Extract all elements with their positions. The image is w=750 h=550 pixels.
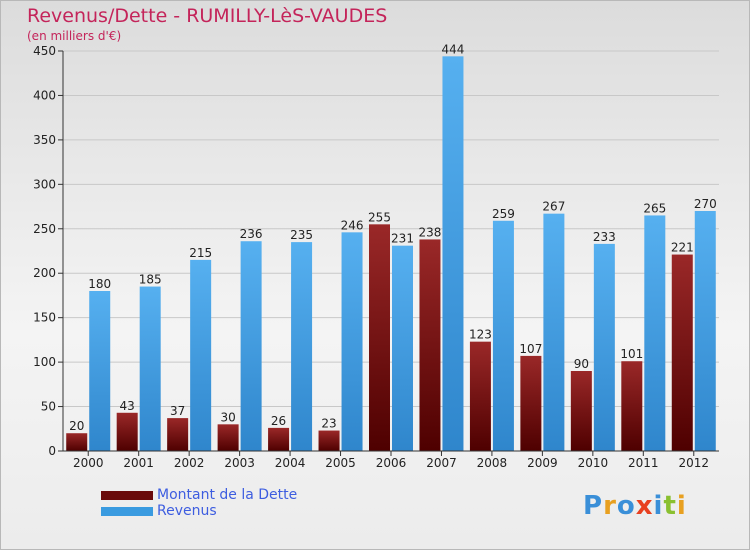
x-tick-label: 2004 xyxy=(275,456,306,470)
x-tick-label: 2000 xyxy=(73,456,104,470)
data-label-revenus: 231 xyxy=(391,232,414,246)
bar-revenus xyxy=(644,215,666,451)
bar-revenus xyxy=(89,291,111,451)
data-label-dette: 90 xyxy=(574,357,589,371)
x-tick-label: 2001 xyxy=(123,456,154,470)
bar-dette xyxy=(268,427,290,451)
data-label-dette: 37 xyxy=(170,404,185,418)
data-label-dette: 123 xyxy=(469,328,492,342)
y-tick-label: 400 xyxy=(33,88,56,102)
bar-dette xyxy=(469,341,491,451)
chart-title: Revenus/Dette - RUMILLY-LèS-VAUDES xyxy=(27,5,388,27)
bar-dette xyxy=(116,412,138,451)
bar-dette xyxy=(671,254,693,451)
y-tick-label: 350 xyxy=(33,133,56,147)
bar-dette xyxy=(621,361,643,451)
bar-revenus xyxy=(341,232,363,451)
data-label-dette: 255 xyxy=(368,210,391,224)
bar-dette xyxy=(66,433,88,451)
y-tick-label: 0 xyxy=(48,444,56,458)
data-label-dette: 101 xyxy=(620,347,643,361)
y-tick-label: 250 xyxy=(33,222,56,236)
bar-revenus xyxy=(442,56,464,451)
data-label-revenus: 185 xyxy=(139,273,162,287)
data-label-revenus: 265 xyxy=(643,201,666,215)
legend-swatch-revenus xyxy=(101,507,153,516)
x-tick-label: 2007 xyxy=(426,456,457,470)
y-tick-label: 300 xyxy=(33,177,56,191)
x-tick-label: 2009 xyxy=(527,456,558,470)
bar-dette xyxy=(167,418,189,451)
bar-revenus xyxy=(392,245,413,451)
x-tick-label: 2011 xyxy=(628,456,659,470)
data-label-revenus: 267 xyxy=(542,200,565,214)
bar-dette xyxy=(318,430,340,451)
bar-dette xyxy=(419,239,441,451)
bar-revenus xyxy=(492,220,514,451)
data-label-revenus: 233 xyxy=(593,230,616,244)
y-axis: 0 50 100 150 200 250 300 350 400 450 xyxy=(33,44,64,458)
data-label-dette: 26 xyxy=(271,414,286,428)
x-tick-label: 2002 xyxy=(174,456,205,470)
data-label-revenus: 215 xyxy=(189,246,212,260)
y-tick-label: 50 xyxy=(41,400,56,414)
data-label-dette: 23 xyxy=(321,417,336,431)
data-label-dette: 20 xyxy=(69,419,84,433)
bar-dette xyxy=(217,424,239,451)
data-label-dette: 43 xyxy=(120,399,135,413)
bar-revenus xyxy=(543,213,565,451)
x-tick-label: 2005 xyxy=(325,456,356,470)
chart-subtitle: (en milliers d'€) xyxy=(27,29,122,43)
data-label-dette: 238 xyxy=(419,225,442,239)
data-label-revenus: 270 xyxy=(694,197,717,211)
x-tick-label: 2010 xyxy=(578,456,609,470)
data-label-revenus: 235 xyxy=(290,228,313,242)
data-label-revenus: 180 xyxy=(88,277,111,291)
data-label-revenus: 246 xyxy=(341,218,364,232)
bar-dette xyxy=(369,224,390,451)
bar-dette xyxy=(570,371,592,451)
x-tick-label: 2008 xyxy=(477,456,508,470)
bar-revenus xyxy=(240,241,262,451)
legend-label-dette: Montant de la Dette xyxy=(157,487,298,503)
x-axis: 2000 2001 2002 2003 2004 2005 2006 2007 2008 2009… xyxy=(63,450,719,470)
bar-revenus xyxy=(593,243,615,451)
data-label-revenus: 236 xyxy=(240,227,263,241)
y-tick-label: 450 xyxy=(33,44,56,58)
bar-revenus xyxy=(694,211,716,451)
bar-revenus xyxy=(190,259,212,451)
data-label-dette: 221 xyxy=(671,241,694,255)
data-label-revenus: 444 xyxy=(442,42,465,56)
proxiti-logo: Proxiti xyxy=(583,491,687,521)
legend-swatch-dette xyxy=(101,491,153,500)
bar-revenus xyxy=(139,286,161,451)
y-tick-label: 150 xyxy=(33,311,56,325)
y-tick-label: 100 xyxy=(33,355,56,369)
x-tick-label: 2012 xyxy=(678,456,709,470)
bar-dette xyxy=(520,355,542,451)
x-tick-label: 2003 xyxy=(224,456,255,470)
data-label-dette: 107 xyxy=(519,342,542,356)
bar-revenus xyxy=(291,242,313,451)
x-tick-label: 2006 xyxy=(376,456,407,470)
data-label-revenus: 259 xyxy=(492,207,515,221)
legend-label-revenus: Revenus xyxy=(157,503,217,519)
data-label-dette: 30 xyxy=(220,410,235,424)
y-tick-label: 200 xyxy=(33,266,56,280)
